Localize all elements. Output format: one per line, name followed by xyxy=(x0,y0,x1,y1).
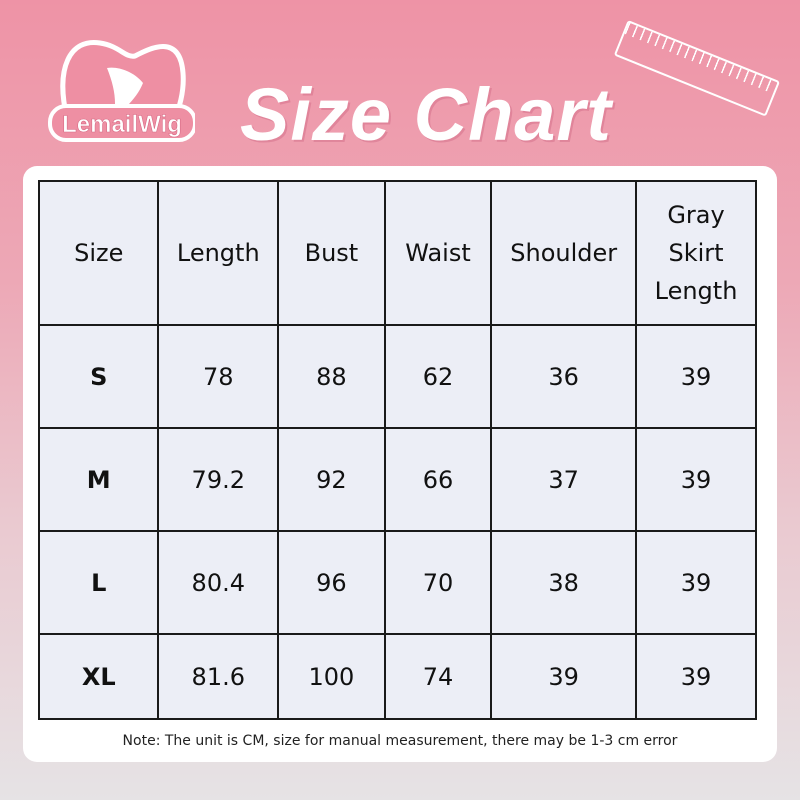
size-table: Size Length Bust Waist Shoulder Gray Ski… xyxy=(37,180,757,720)
table-cell: 62 xyxy=(383,324,493,429)
table-cell: 88 xyxy=(277,324,386,429)
table-cell: 39 xyxy=(635,427,757,532)
table-cell: 36 xyxy=(490,324,638,429)
page-title: Size Chart xyxy=(240,73,612,156)
table-cell: 39 xyxy=(635,530,757,635)
table-cell: 80.4 xyxy=(157,530,280,635)
measurement-note: Note: The unit is CM, size for manual me… xyxy=(122,733,678,749)
table-cell: 100 xyxy=(277,633,386,720)
size-label: M xyxy=(37,427,160,532)
table-cell: 39 xyxy=(635,324,757,429)
header-bust: Bust xyxy=(277,180,386,326)
ruler-icon xyxy=(613,20,781,117)
table-cell: 92 xyxy=(277,427,386,532)
header-skirt-length: Gray Skirt Length xyxy=(635,180,757,326)
table-cell: 96 xyxy=(277,530,386,635)
size-label: XL xyxy=(37,633,160,720)
table-row: XL 81.6 100 74 39 39 xyxy=(37,633,757,720)
table-cell: 74 xyxy=(383,633,493,720)
size-label: L xyxy=(37,530,160,635)
svg-text:LemailWig: LemailWig xyxy=(62,111,182,138)
header-length: Length xyxy=(157,180,280,326)
table-row: L 80.4 96 70 38 39 xyxy=(37,530,757,635)
table-row: S 78 88 62 36 39 xyxy=(37,324,757,429)
table-cell: 78 xyxy=(157,324,280,429)
header-row: Size Length Bust Waist Shoulder Gray Ski… xyxy=(37,180,757,326)
table-cell: 39 xyxy=(635,633,757,720)
header-waist: Waist xyxy=(383,180,493,326)
table-cell: 38 xyxy=(490,530,638,635)
table-cell: 66 xyxy=(383,427,493,532)
brand-logo: LemailWig xyxy=(48,39,195,142)
header-size: Size xyxy=(37,180,160,326)
size-label: S xyxy=(37,324,160,429)
header-shoulder: Shoulder xyxy=(490,180,638,326)
table-cell: 79.2 xyxy=(157,427,280,532)
table-row: M 79.2 92 66 37 39 xyxy=(37,427,757,532)
table-cell: 81.6 xyxy=(157,633,280,720)
table-cell: 37 xyxy=(490,427,638,532)
table-cell: 39 xyxy=(490,633,638,720)
table-cell: 70 xyxy=(383,530,493,635)
